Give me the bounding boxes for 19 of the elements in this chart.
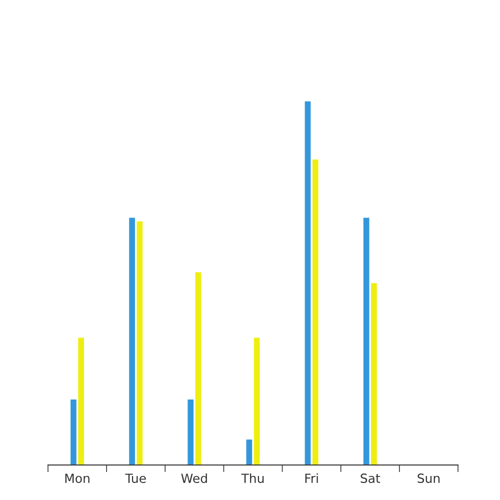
x-tick-label: Sat: [360, 474, 380, 484]
x-tick-label: Sun: [418, 474, 440, 484]
bar: [363, 218, 370, 465]
bar: [371, 283, 377, 465]
bar: [78, 338, 84, 465]
bar: [246, 440, 252, 465]
bar: [312, 160, 318, 465]
bar: [129, 218, 135, 465]
bar: [136, 221, 143, 465]
x-tick-label: Tue: [125, 474, 146, 484]
bar: [188, 400, 194, 465]
bar: [254, 338, 260, 465]
x-tick-label: Wed: [181, 473, 207, 484]
x-tick-label: Mon: [65, 474, 90, 484]
bar: [304, 101, 311, 465]
x-tick-label: Thu: [241, 473, 264, 484]
bar: [195, 272, 202, 465]
x-tick-label: Fri: [305, 473, 318, 483]
bar: [70, 400, 76, 465]
